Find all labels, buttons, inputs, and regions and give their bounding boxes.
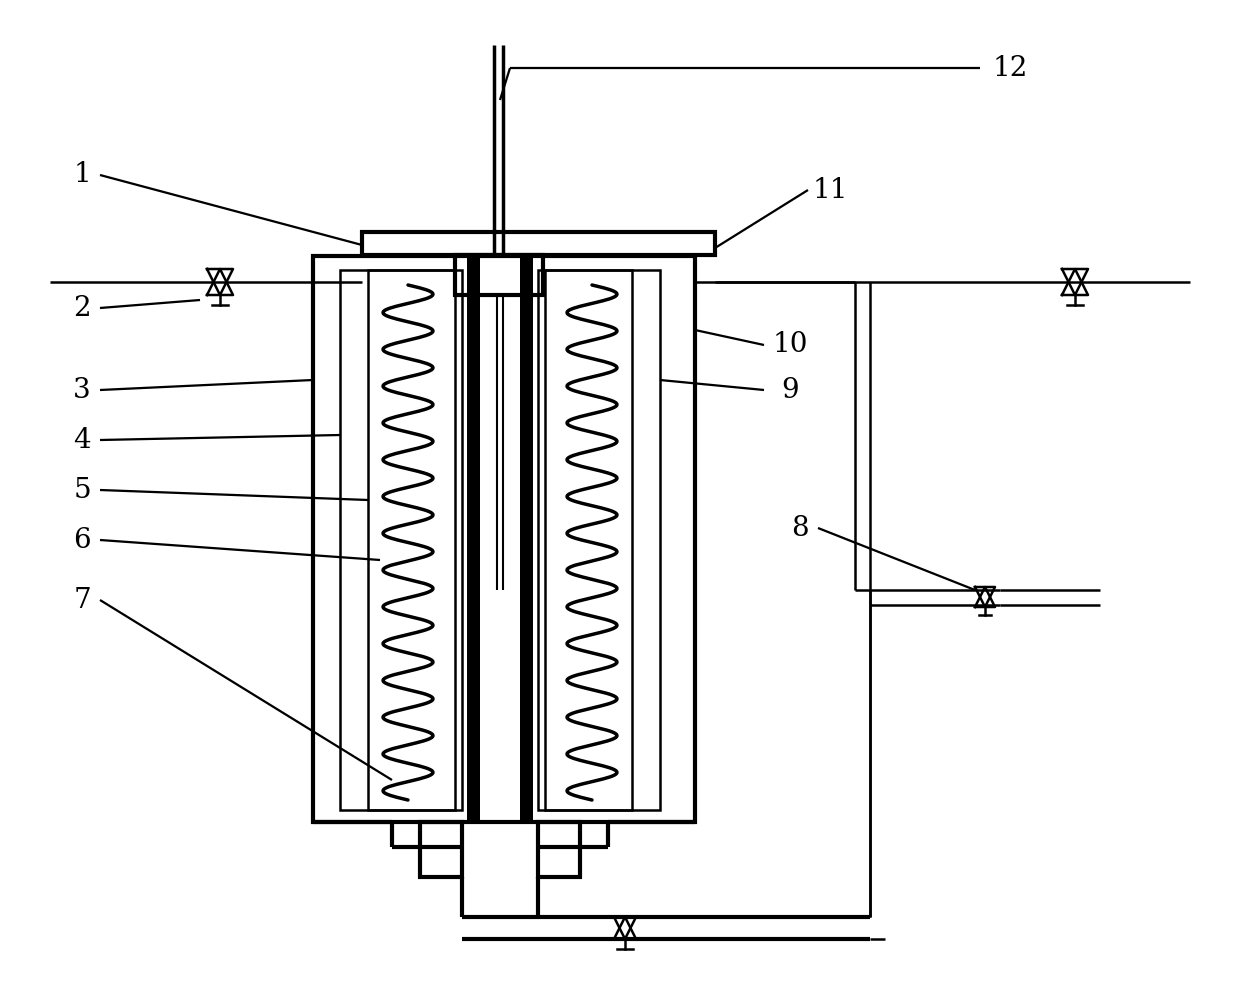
Text: 12: 12 (992, 55, 1028, 82)
Bar (546, 270, 632, 810)
Text: 8: 8 (791, 514, 808, 541)
Bar (467, 255, 480, 820)
Text: 1: 1 (73, 162, 91, 189)
Text: 7: 7 (73, 586, 91, 613)
Bar (420, 822, 463, 877)
Text: 4: 4 (73, 427, 91, 454)
Bar (312, 256, 694, 822)
Text: 9: 9 (781, 377, 799, 404)
Bar (362, 232, 715, 255)
Bar (538, 270, 660, 810)
Text: 11: 11 (812, 177, 848, 204)
Text: 10: 10 (773, 332, 807, 359)
Text: 6: 6 (73, 526, 91, 553)
Text: 2: 2 (73, 295, 91, 322)
Bar (520, 255, 533, 820)
Text: 3: 3 (73, 377, 91, 404)
Text: 5: 5 (73, 477, 91, 503)
Bar (340, 270, 463, 810)
Bar (455, 255, 543, 295)
Bar (368, 270, 455, 810)
Bar (538, 822, 580, 877)
